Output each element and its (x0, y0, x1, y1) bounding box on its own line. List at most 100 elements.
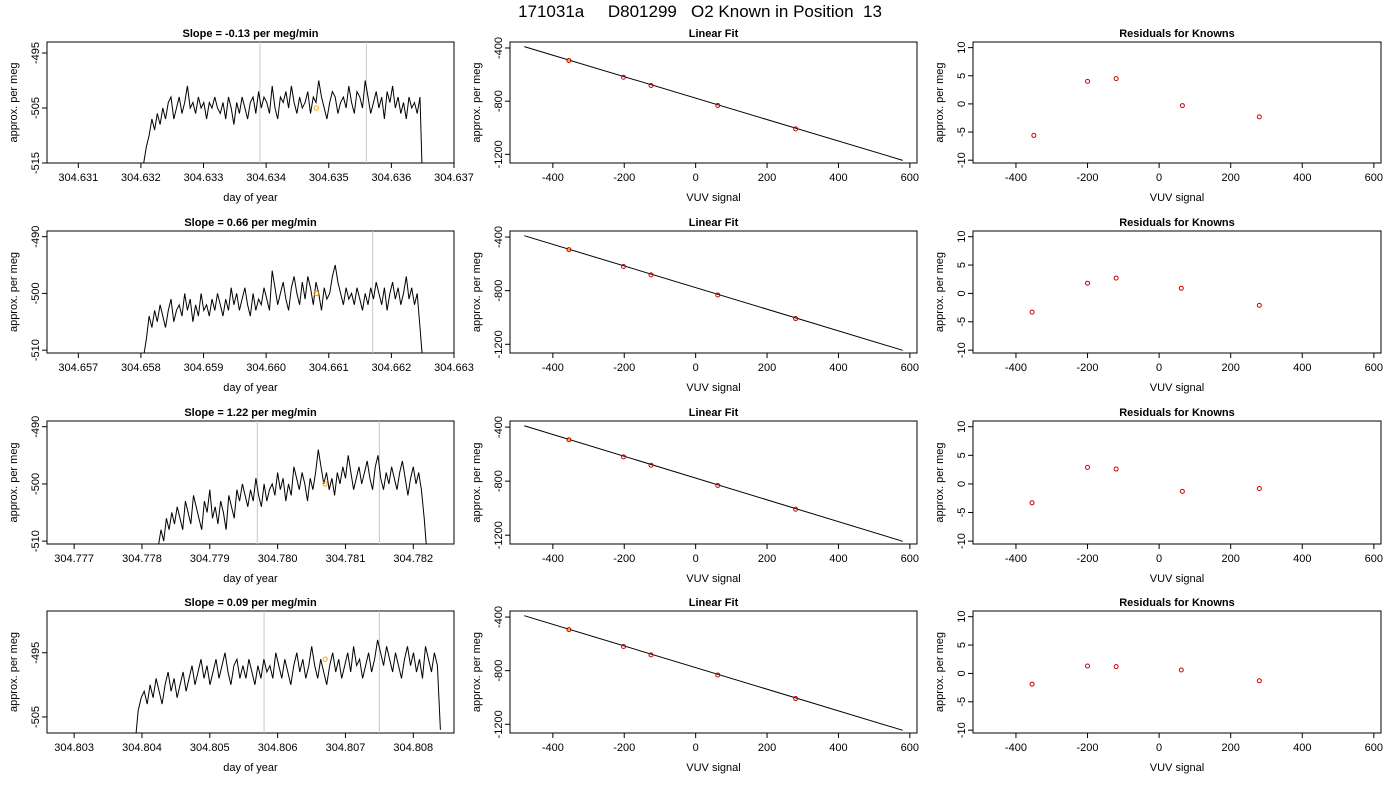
y-tick-label: -400 (493, 226, 505, 248)
x-axis-label: VUV signal (686, 762, 740, 774)
panel-title: Linear Fit (689, 28, 739, 40)
x-axis-label: VUV signal (686, 382, 740, 394)
x-tick-label: 400 (829, 553, 847, 565)
x-tick-label: 304.661 (309, 362, 349, 374)
plot-area (158, 421, 427, 544)
plot-frame (46, 230, 455, 354)
x-tick-label: 200 (1222, 362, 1240, 374)
data-point (1178, 285, 1184, 291)
data-point (1256, 678, 1262, 684)
x-tick-label: 400 (1293, 362, 1311, 374)
panel-1-2: Residuals for Knowns -400 -200 0 200 400 600 10… (934, 217, 1383, 394)
x-tick-label: 0 (693, 172, 699, 184)
x-tick-label: 600 (1365, 362, 1383, 374)
x-tick-label: 304.637 (434, 172, 474, 184)
y-tick-label: 0 (956, 290, 968, 296)
x-tick-label: 304.808 (393, 742, 433, 754)
x-tick-label: 304.803 (54, 742, 94, 754)
panel-title: Slope = 1.22 per meg/min (184, 407, 317, 419)
plot-area (1029, 663, 1262, 687)
x-tick-label: 304.781 (326, 553, 366, 565)
data-point (1031, 132, 1037, 138)
mean-marker (322, 656, 328, 662)
x-tick-label: 600 (1365, 742, 1383, 754)
panel-2-0: Slope = 1.22 per meg/min 304.777 304.778 30… (8, 407, 455, 585)
panel-title: Linear Fit (689, 597, 739, 609)
x-tick-label: 304.804 (122, 742, 162, 754)
x-tick-label: 0 (693, 742, 699, 754)
data-point (566, 437, 572, 443)
x-tick-label: 400 (1293, 742, 1311, 754)
x-tick-label: 0 (1156, 742, 1162, 754)
data-point (1256, 114, 1262, 120)
plot-frame (972, 610, 1382, 734)
y-tick-label: 5 (956, 642, 968, 648)
data-point (793, 316, 799, 322)
x-tick-label: -400 (1005, 172, 1027, 184)
y-axis-label: approx. per meg (471, 632, 483, 712)
plot-area (524, 425, 903, 542)
x-tick-label: 304.778 (122, 553, 162, 565)
y-tick-label: 10 (956, 421, 968, 433)
x-tick-label: 0 (1156, 553, 1162, 565)
x-tick-label: -200 (613, 553, 635, 565)
y-tick-label: -800 (493, 660, 505, 682)
y-tick-label: -800 (493, 470, 505, 492)
x-tick-label: 400 (1293, 172, 1311, 184)
plot-frame (46, 610, 455, 734)
data-point (1085, 464, 1091, 470)
y-tick-label: -505 (30, 97, 42, 119)
y-axis-label: approx. per meg (934, 252, 946, 332)
x-axis-label: VUV signal (1150, 382, 1204, 394)
x-tick-label: 304.659 (184, 362, 224, 374)
x-tick-label: -400 (1005, 553, 1027, 565)
y-tick-label: -1200 (493, 330, 505, 358)
x-axis-label: day of year (223, 762, 278, 774)
x-tick-label: 0 (1156, 362, 1162, 374)
highlight-point (567, 438, 571, 441)
panel-0-2: Residuals for Knowns -400 -200 0 200 400 600 10… (934, 28, 1383, 204)
data-point (1113, 275, 1119, 281)
data-point (648, 272, 654, 278)
y-tick-label: -5 (956, 127, 968, 137)
plot-frame (509, 610, 918, 734)
y-tick-label: -400 (493, 37, 505, 59)
x-tick-label: 200 (1222, 553, 1240, 565)
data-point (793, 126, 799, 132)
y-tick-label: -10 (956, 152, 968, 168)
signal-trace (158, 449, 427, 544)
mean-marker (313, 290, 319, 297)
x-tick-label: -200 (613, 742, 635, 754)
data-point (621, 644, 627, 650)
data-point (621, 264, 627, 270)
panel-title: Residuals for Knowns (1119, 28, 1235, 40)
x-tick-label: 600 (901, 172, 919, 184)
y-axis-label: approx. per meg (8, 442, 20, 522)
fit-line (524, 425, 903, 542)
y-axis-label: approx. per meg (471, 62, 483, 142)
data-point (715, 102, 721, 108)
y-tick-label: -400 (493, 416, 505, 438)
data-point (1256, 302, 1262, 308)
plot-area (143, 231, 423, 353)
x-tick-label: 400 (1293, 553, 1311, 565)
y-tick-label: -5 (956, 317, 968, 327)
x-tick-label: 304.635 (309, 172, 349, 184)
plot-area (1029, 464, 1262, 506)
y-axis-label: approx. per meg (8, 632, 20, 712)
panel-3-0: Slope = 0.09 per meg/min 304.803 304.804 30… (8, 597, 455, 774)
plot-area (143, 42, 423, 163)
y-tick-label: -10 (956, 342, 968, 358)
panel-title: Residuals for Knowns (1119, 407, 1235, 419)
x-tick-label: -400 (542, 742, 564, 754)
plot-area (1031, 76, 1262, 138)
y-tick-label: -495 (30, 42, 42, 64)
plot-area (524, 235, 903, 351)
x-axis-label: VUV signal (1150, 192, 1204, 204)
x-tick-label: 200 (1222, 172, 1240, 184)
signal-trace (135, 639, 441, 733)
x-tick-label: -400 (1005, 742, 1027, 754)
x-tick-label: 200 (758, 553, 776, 565)
x-tick-label: 304.634 (246, 172, 286, 184)
